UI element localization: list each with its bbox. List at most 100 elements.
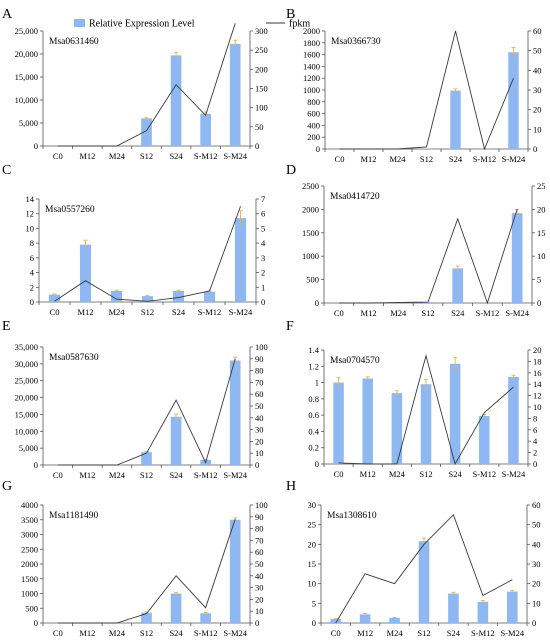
x-tick-label: C0 — [53, 628, 63, 638]
left-tick-label: 5 — [312, 598, 316, 608]
right-tick-label: 1 — [261, 282, 265, 292]
x-tick-label: S12 — [140, 628, 153, 638]
right-tick-label: 20 — [255, 436, 264, 446]
right-tick-label: 7 — [261, 194, 265, 204]
left-tick-label: 15,000 — [15, 409, 38, 419]
chart-panel-b: BMsa036673002004006008001000120014001600… — [286, 7, 542, 164]
bar — [200, 613, 211, 623]
fpkm-line — [335, 513, 513, 624]
left-tick-label: 15,000 — [15, 72, 38, 82]
left-tick-label: 2000 — [21, 559, 38, 569]
right-tick-label: 300 — [255, 26, 268, 36]
x-tick-label: S24 — [447, 628, 461, 638]
right-tick-label: 0 — [533, 459, 537, 469]
left-tick-label: 0 — [34, 618, 38, 628]
right-tick-label: 50 — [255, 401, 264, 411]
right-tick-label: 12 — [533, 391, 542, 401]
x-tick-label: M24 — [387, 628, 404, 638]
x-tick-label: S24 — [169, 151, 183, 161]
right-tick-label: 40 — [255, 571, 264, 581]
x-tick-label: S12 — [140, 151, 153, 161]
left-tick-label: 0.8 — [308, 394, 319, 404]
right-tick-label: 80 — [255, 524, 264, 534]
right-tick-label: 40 — [255, 413, 264, 423]
left-tick-label: 1400 — [303, 61, 320, 71]
x-tick-label: S-M12 — [471, 628, 495, 638]
x-tick-label: S12 — [420, 154, 433, 164]
x-tick-label: S-M12 — [472, 469, 496, 479]
left-tick-label: 6 — [30, 253, 34, 263]
left-tick-label: 1500 — [302, 228, 319, 238]
right-tick-label: 30 — [255, 583, 264, 593]
x-tick-label: M12 — [79, 151, 95, 161]
bar — [452, 268, 464, 303]
fpkm-line — [338, 209, 518, 305]
panel-letter: H — [286, 479, 296, 494]
legend-line-label: fpkm — [289, 19, 310, 30]
left-tick-label: 0.4 — [308, 426, 319, 436]
panel-letter: F — [286, 319, 294, 334]
left-tick-label: 1.2 — [308, 361, 319, 371]
fpkm-line — [338, 353, 514, 466]
fpkm-line — [339, 30, 514, 151]
panel-letter: G — [2, 479, 12, 494]
x-tick-label: S24 — [169, 470, 183, 480]
left-tick-label: 0 — [315, 459, 319, 469]
panel-letter: E — [2, 319, 11, 334]
right-tick-label: 20 — [255, 594, 264, 604]
right-tick-label: 250 — [255, 45, 268, 55]
bar — [511, 213, 523, 303]
bar — [170, 55, 182, 146]
right-tick-label: 0 — [255, 618, 259, 628]
gene-title: Msa1308610 — [327, 511, 377, 521]
x-tick-label: S24 — [449, 154, 463, 164]
left-tick-label: 2000 — [303, 26, 320, 36]
right-tick-label: 25 — [537, 181, 546, 191]
x-tick-label: M24 — [389, 469, 406, 479]
bar — [420, 384, 432, 464]
x-tick-label: S-M12 — [198, 307, 222, 317]
bar — [448, 593, 459, 623]
left-tick-label: 1000 — [303, 85, 320, 95]
x-tick-label: S12 — [140, 470, 153, 480]
right-tick-label: 3 — [261, 253, 265, 263]
left-tick-label: 4000 — [21, 500, 38, 510]
left-tick-label: 0 — [315, 298, 319, 308]
right-tick-label: 80 — [255, 366, 264, 376]
left-tick-label: 5,000 — [19, 443, 38, 453]
chart-panel-f: FMsa070457000.20.40.60.811.21.4024681012… — [286, 319, 542, 479]
left-tick-label: 25,000 — [15, 26, 38, 36]
panel-letter: A — [2, 7, 13, 22]
right-tick-label: 90 — [255, 354, 264, 364]
x-tick-label: S12 — [141, 307, 154, 317]
chart-panel-d: D Msa0414720 0 500 1000 1500 2000 2500 0 5 10 15 20 2… — [286, 163, 546, 318]
left-tick-label: 5,000 — [19, 118, 38, 128]
left-tick-label: 2 — [30, 282, 34, 292]
right-tick-label: 20 — [533, 105, 542, 115]
bar — [508, 52, 519, 149]
chart-panel-g: GMsa118149005001000150020002500300035004… — [2, 479, 268, 638]
left-tick-label: 15 — [308, 559, 317, 569]
x-tick-label: S-M24 — [229, 307, 253, 317]
right-tick-label: 30 — [255, 425, 264, 435]
fpkm-line — [57, 519, 236, 624]
x-tick-label: S-M12 — [473, 154, 497, 164]
x-tick-label: S24 — [172, 307, 186, 317]
left-tick-label: 200 — [307, 132, 320, 142]
bar — [450, 90, 461, 149]
left-tick-label: 1000 — [302, 251, 319, 261]
x-tick-label: S-M12 — [194, 151, 218, 161]
right-tick-label: 0 — [255, 141, 259, 151]
x-tick-label: M12 — [79, 628, 95, 638]
bar — [170, 416, 182, 465]
x-tick-label: M12 — [79, 470, 95, 480]
right-tick-label: 20 — [533, 345, 542, 355]
legend-bar-swatch — [74, 19, 85, 27]
left-tick-label: 1000 — [21, 589, 38, 599]
left-tick-label: 500 — [25, 603, 38, 613]
right-tick-label: 150 — [255, 84, 268, 94]
left-tick-label: 10 — [308, 579, 317, 589]
left-tick-label: 2500 — [302, 181, 319, 191]
x-tick-label: M12 — [357, 628, 373, 638]
